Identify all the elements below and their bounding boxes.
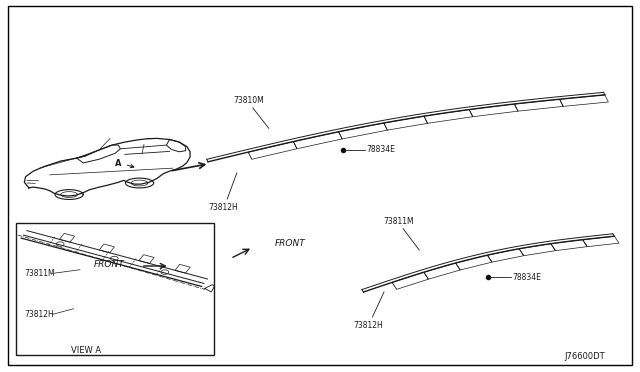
Text: 73811M: 73811M — [24, 269, 55, 278]
Text: A: A — [115, 159, 122, 168]
Text: FRONT: FRONT — [94, 260, 125, 269]
Text: 73810M: 73810M — [233, 96, 264, 105]
Text: 78834E: 78834E — [366, 145, 395, 154]
Text: 73812H: 73812H — [353, 321, 383, 330]
Text: 73812H: 73812H — [208, 203, 237, 212]
Bar — [16, 223, 214, 355]
Text: VIEW A: VIEW A — [71, 346, 102, 355]
Text: J76600DT: J76600DT — [564, 352, 605, 361]
Text: FRONT: FRONT — [275, 239, 306, 248]
Text: 78834E: 78834E — [512, 273, 541, 282]
Text: 73811M: 73811M — [383, 217, 414, 226]
Text: 73812H: 73812H — [24, 310, 54, 319]
